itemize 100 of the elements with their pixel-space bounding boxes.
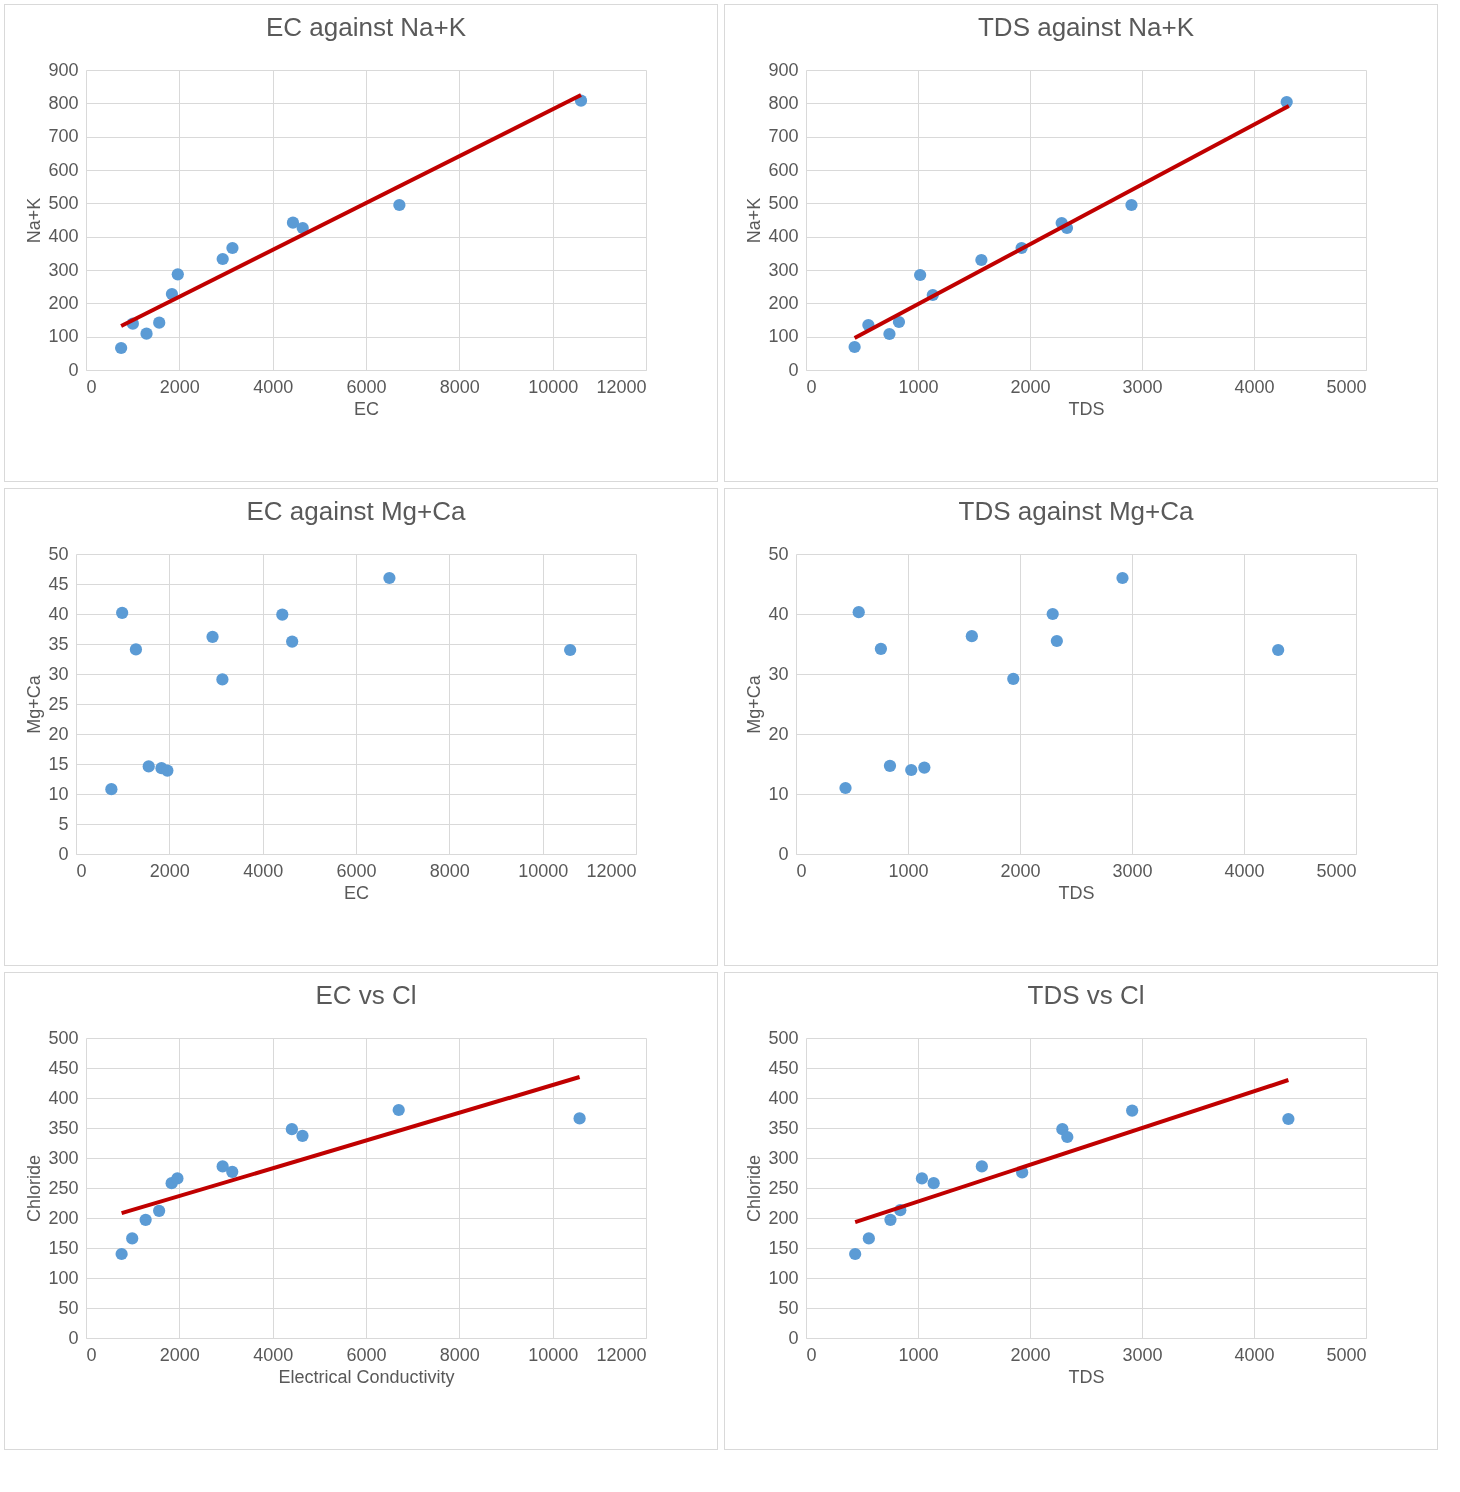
point	[883, 327, 896, 341]
y-axis-title: Mg+Ca	[744, 674, 765, 734]
point	[573, 1112, 586, 1125]
x-tick-label: 5000	[1316, 860, 1357, 881]
y-tick-label: 200	[768, 292, 799, 313]
y-tick-label: 20	[48, 723, 69, 744]
chart-title: EC vs Cl	[315, 980, 417, 1010]
y-tick-label: 100	[768, 326, 799, 347]
x-tick-label: 0	[86, 1344, 97, 1365]
y-tick-label: 200	[48, 292, 79, 313]
point	[153, 1204, 166, 1217]
y-tick-label: 5	[58, 813, 69, 834]
point	[296, 1129, 309, 1142]
x-tick-label: 10000	[528, 1344, 579, 1365]
point	[115, 1247, 128, 1261]
y-tick-label: 0	[788, 1327, 799, 1348]
y-tick-label: 10	[48, 783, 69, 804]
x-tick-label: 4000	[253, 376, 294, 397]
point	[1125, 198, 1138, 212]
y-tick-label: 0	[68, 1327, 79, 1348]
y-tick-label: 25	[48, 693, 69, 714]
y-axis-title: Chloride	[744, 1154, 765, 1223]
y-tick-label: 450	[768, 1057, 799, 1078]
x-tick-label: 8000	[439, 376, 480, 397]
chart-title: EC against Mg+Ca	[246, 496, 467, 526]
x-tick-label: 5000	[1326, 1344, 1367, 1365]
x-tick-label: 1000	[898, 376, 939, 397]
x-tick-label: 4000	[243, 860, 284, 881]
y-tick-label: 50	[58, 1297, 79, 1318]
y-tick-label: 100	[768, 1267, 799, 1288]
x-tick-label: 3000	[1122, 1344, 1163, 1365]
y-tick-label: 150	[768, 1237, 799, 1258]
y-tick-label: 300	[768, 1147, 799, 1168]
x-tick-label: 6000	[336, 860, 377, 881]
x-tick-label: 0	[806, 376, 817, 397]
x-tick-label: 12000	[596, 376, 647, 397]
y-tick-label: 40	[48, 603, 69, 624]
y-tick-label: 300	[48, 259, 79, 280]
y-tick-label: 400	[768, 226, 799, 247]
point	[285, 1123, 299, 1136]
x-tick-label: 2000	[1000, 860, 1041, 881]
point	[392, 1103, 405, 1117]
y-tick-label: 300	[768, 259, 799, 280]
y-tick-label: 400	[48, 1087, 79, 1108]
x-tick-label: 3000	[1122, 376, 1163, 397]
y-tick-label: 50	[48, 543, 69, 564]
y-tick-label: 350	[48, 1117, 79, 1138]
y-axis-title: Chloride	[24, 1154, 45, 1223]
y-tick-label: 50	[768, 543, 789, 564]
x-axis-title: EC	[343, 882, 370, 903]
y-tick-label: 700	[48, 126, 79, 147]
point	[975, 253, 988, 267]
y-axis-title: Na+K	[744, 197, 765, 244]
x-tick-label: 5000	[1326, 376, 1367, 397]
x-tick-label: 4000	[1224, 860, 1265, 881]
y-tick-label: 0	[68, 359, 79, 380]
chart-title: TDS against Mg+Ca	[958, 496, 1194, 526]
x-tick-label: 12000	[596, 1344, 647, 1365]
point	[139, 1213, 152, 1226]
x-axis-title: Electrical Conductivity	[278, 1366, 455, 1387]
y-tick-label: 400	[48, 226, 79, 247]
x-tick-label: 8000	[429, 860, 470, 881]
y-tick-label: 600	[48, 159, 79, 180]
x-tick-label: 0	[806, 1344, 817, 1365]
x-tick-label: 12000	[586, 860, 637, 881]
y-tick-label: 800	[768, 92, 799, 113]
y-tick-label: 35	[48, 633, 69, 654]
point	[914, 268, 927, 282]
x-axis-title: EC	[353, 398, 380, 419]
y-axis-title: Mg+Ca	[24, 674, 45, 734]
y-axis-title: Na+K	[24, 197, 45, 244]
y-tick-label: 500	[768, 192, 799, 213]
x-tick-label: 6000	[346, 376, 387, 397]
y-tick-label: 20	[768, 723, 789, 744]
x-tick-label: 10000	[528, 376, 579, 397]
y-tick-label: 350	[768, 1117, 799, 1138]
x-tick-label: 2000	[1010, 1344, 1051, 1365]
y-tick-label: 700	[768, 126, 799, 147]
y-tick-label: 45	[48, 573, 69, 594]
x-tick-label: 8000	[439, 1344, 480, 1365]
y-tick-label: 30	[768, 663, 789, 684]
y-tick-label: 0	[778, 843, 789, 864]
y-tick-label: 900	[48, 59, 79, 80]
chart-title: TDS against Na+K	[977, 12, 1195, 42]
x-tick-label: 2000	[149, 860, 190, 881]
x-axis-title: TDS	[1058, 882, 1095, 903]
y-tick-label: 250	[48, 1177, 79, 1198]
point	[171, 1172, 184, 1185]
x-tick-label: 4000	[253, 1344, 294, 1365]
x-tick-label: 1000	[898, 1344, 939, 1365]
y-tick-label: 400	[768, 1087, 799, 1108]
y-tick-label: 900	[768, 59, 799, 80]
point	[126, 1232, 139, 1245]
x-tick-label: 2000	[159, 376, 200, 397]
y-tick-label: 0	[58, 843, 69, 864]
y-tick-label: 800	[48, 92, 79, 113]
y-tick-label: 50	[778, 1297, 799, 1318]
y-tick-label: 40	[768, 603, 789, 624]
y-tick-label: 500	[768, 1027, 799, 1048]
y-tick-label: 100	[48, 1267, 79, 1288]
